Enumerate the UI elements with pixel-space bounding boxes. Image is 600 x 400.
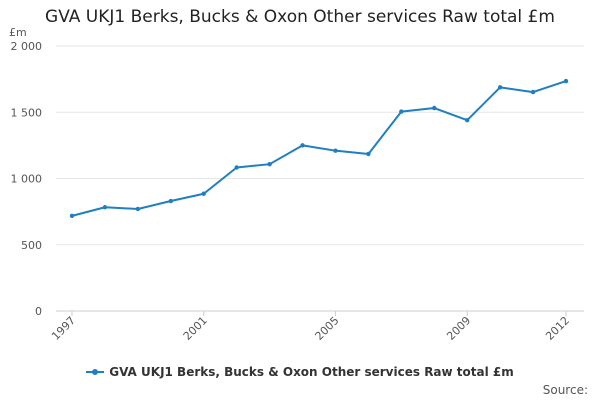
- data-point: [102, 205, 108, 210]
- y-tick-label: 500: [21, 239, 42, 252]
- data-point: [399, 109, 404, 114]
- data-point: [69, 213, 75, 219]
- data-point: [267, 161, 272, 167]
- y-tick-label: 0: [35, 305, 42, 318]
- data-point: [333, 148, 338, 153]
- x-tick-label: 2005: [313, 314, 342, 343]
- legend-marker-icon: [92, 369, 99, 375]
- y-tick-label: 1 500: [11, 106, 43, 119]
- data-point: [300, 143, 305, 148]
- series-line: [71, 80, 567, 217]
- data-point: [432, 105, 437, 111]
- x-tick-label: 1997: [49, 314, 78, 343]
- y-tick-label: 1 000: [11, 173, 43, 186]
- data-point: [234, 165, 239, 170]
- data-point: [366, 151, 371, 157]
- legend[interactable]: GVA UKJ1 Berks, Bucks & Oxon Other servi…: [0, 365, 600, 379]
- y-axis-unit: £m: [9, 26, 27, 39]
- x-tick-label: 2001: [181, 314, 210, 343]
- data-point: [530, 89, 536, 95]
- data-point: [135, 206, 141, 212]
- legend-line-icon: [86, 369, 105, 375]
- data-point: [465, 118, 470, 123]
- chart-title: GVA UKJ1 Berks, Bucks & Oxon Other servi…: [45, 7, 555, 27]
- data-point: [497, 85, 503, 90]
- x-tick-label: 2012: [543, 314, 572, 343]
- y-tick-label: 2 000: [11, 40, 43, 53]
- data-point: [563, 78, 569, 84]
- data-point: [168, 198, 173, 204]
- x-tick-label: 2009: [444, 314, 473, 343]
- legend-label: GVA UKJ1 Berks, Bucks & Oxon Other servi…: [109, 365, 514, 379]
- data-point: [201, 191, 206, 196]
- source-label: Source:: [542, 383, 588, 397]
